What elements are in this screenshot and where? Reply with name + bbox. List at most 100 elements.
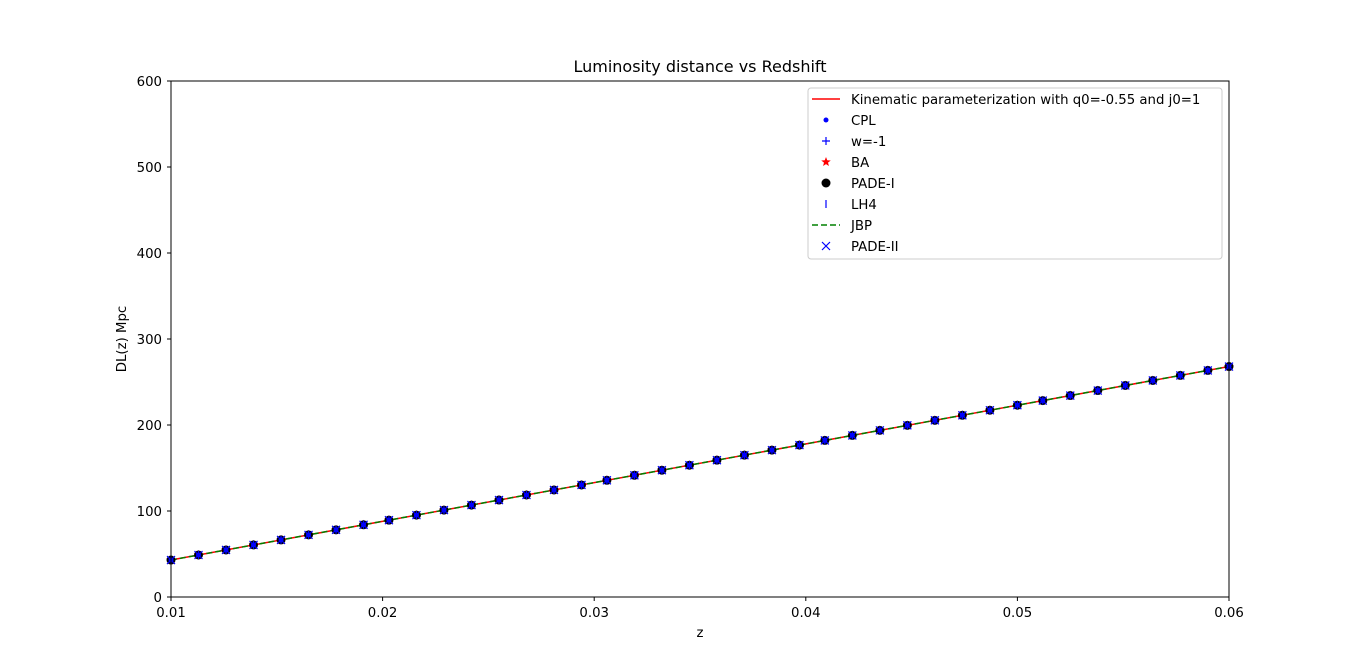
legend-label: JBP	[850, 219, 872, 234]
legend-label: w=-1	[851, 135, 886, 150]
series-line-jbp	[170, 365, 1230, 561]
legend-label: PADE-I	[851, 177, 895, 192]
marker-x	[821, 241, 831, 251]
legend-swatch-marker	[822, 137, 830, 145]
data-point	[439, 505, 449, 515]
legend-entry: Kinematic parameterization with q0=-0.55…	[812, 93, 1200, 108]
data-point	[902, 420, 912, 430]
marker-x	[684, 460, 694, 470]
y-tick-label: 300	[137, 333, 162, 348]
marker-x	[1093, 386, 1103, 395]
legend-swatch-marker	[821, 178, 831, 188]
legend-swatch-marker	[823, 117, 829, 123]
legend-entry: BA	[821, 156, 869, 171]
data-point	[1038, 396, 1048, 406]
legend-swatch-marker	[821, 157, 831, 167]
marker-x	[439, 505, 449, 515]
data-point	[577, 480, 586, 490]
data-point	[359, 520, 368, 530]
marker-x	[875, 425, 885, 435]
data-point	[1065, 391, 1075, 400]
data-point	[1093, 386, 1103, 395]
legend-entry: PADE-II	[821, 240, 899, 255]
data-point	[684, 460, 694, 470]
legend-label: PADE-II	[851, 240, 899, 255]
marker-x	[249, 540, 258, 550]
series-layer	[166, 361, 1234, 565]
y-tick-label: 0	[154, 591, 162, 606]
y-tick-label: 100	[137, 505, 162, 520]
marker-x	[930, 415, 940, 425]
x-tick-label: 0.05	[1003, 606, 1033, 621]
legend-label: CPL	[851, 114, 876, 129]
marker-x	[1120, 381, 1130, 390]
data-point	[1012, 400, 1022, 410]
data-point	[249, 540, 258, 550]
data-point	[304, 530, 313, 540]
marker-x	[522, 490, 531, 500]
marker-circle	[821, 178, 831, 188]
data-point	[985, 405, 995, 415]
x-tick-label: 0.03	[579, 606, 609, 621]
y-tick-label: 400	[137, 247, 162, 262]
data-point	[276, 535, 286, 545]
data-point	[767, 445, 777, 455]
data-point	[194, 550, 203, 560]
marker-x	[304, 530, 313, 540]
data-point	[629, 470, 639, 480]
data-point	[795, 440, 804, 450]
marker-x	[820, 436, 830, 445]
x-axis: 0.01 0.02 0.03 0.04 0.05 0.06	[156, 597, 1244, 621]
data-point	[494, 495, 504, 505]
marker-x	[847, 430, 857, 440]
marker-x	[359, 520, 368, 530]
marker-x	[795, 440, 804, 450]
marker-x	[412, 510, 421, 520]
legend-label: BA	[851, 156, 869, 171]
marker-x	[331, 525, 341, 535]
x-tick-label: 0.06	[1214, 606, 1244, 621]
data-point	[549, 485, 559, 495]
legend-entry: w=-1	[822, 135, 886, 150]
data-point	[712, 455, 722, 465]
data-point	[412, 510, 421, 520]
data-point	[847, 430, 857, 440]
y-tick-label: 600	[137, 75, 162, 90]
data-point	[522, 490, 531, 500]
legend-entry: CPL	[823, 114, 876, 129]
y-axis-title: DL(z) Mpc	[115, 306, 130, 372]
data-point	[384, 515, 394, 525]
data-point	[740, 450, 749, 460]
legend-box	[807, 87, 1223, 260]
marker-x	[602, 475, 612, 485]
legend-label: Kinematic parameterization with q0=-0.55…	[851, 93, 1200, 108]
x-tick-label: 0.04	[791, 606, 821, 621]
data-point	[1148, 376, 1158, 385]
data-point	[1203, 365, 1213, 375]
marker-x	[767, 445, 777, 455]
data-point	[331, 525, 341, 535]
legend-swatch-marker	[821, 241, 831, 251]
data-point	[657, 465, 667, 475]
marker-star	[821, 157, 831, 167]
legend-label: LH4	[851, 198, 877, 213]
marker-x	[221, 545, 231, 555]
marker-x	[1203, 365, 1213, 375]
legend-entries: Kinematic parameterization with q0=-0.55…	[812, 93, 1200, 255]
data-point	[1120, 381, 1130, 390]
legend: Kinematic parameterization with q0=-0.55…	[807, 87, 1223, 260]
y-axis: 0 100 200 300 400 500 600	[137, 75, 171, 606]
marker-dot	[823, 117, 829, 123]
x-axis-title: z	[697, 626, 704, 641]
legend-entry: LH4	[825, 198, 877, 213]
marker-x	[1065, 391, 1075, 400]
x-tick-label: 0.01	[156, 606, 186, 621]
marker-x	[1012, 400, 1022, 410]
y-tick-label: 200	[137, 419, 162, 434]
marker-x	[494, 495, 504, 505]
data-point	[467, 500, 476, 510]
y-tick-label: 500	[137, 161, 162, 176]
marker-x	[276, 535, 286, 545]
data-point	[875, 425, 885, 435]
